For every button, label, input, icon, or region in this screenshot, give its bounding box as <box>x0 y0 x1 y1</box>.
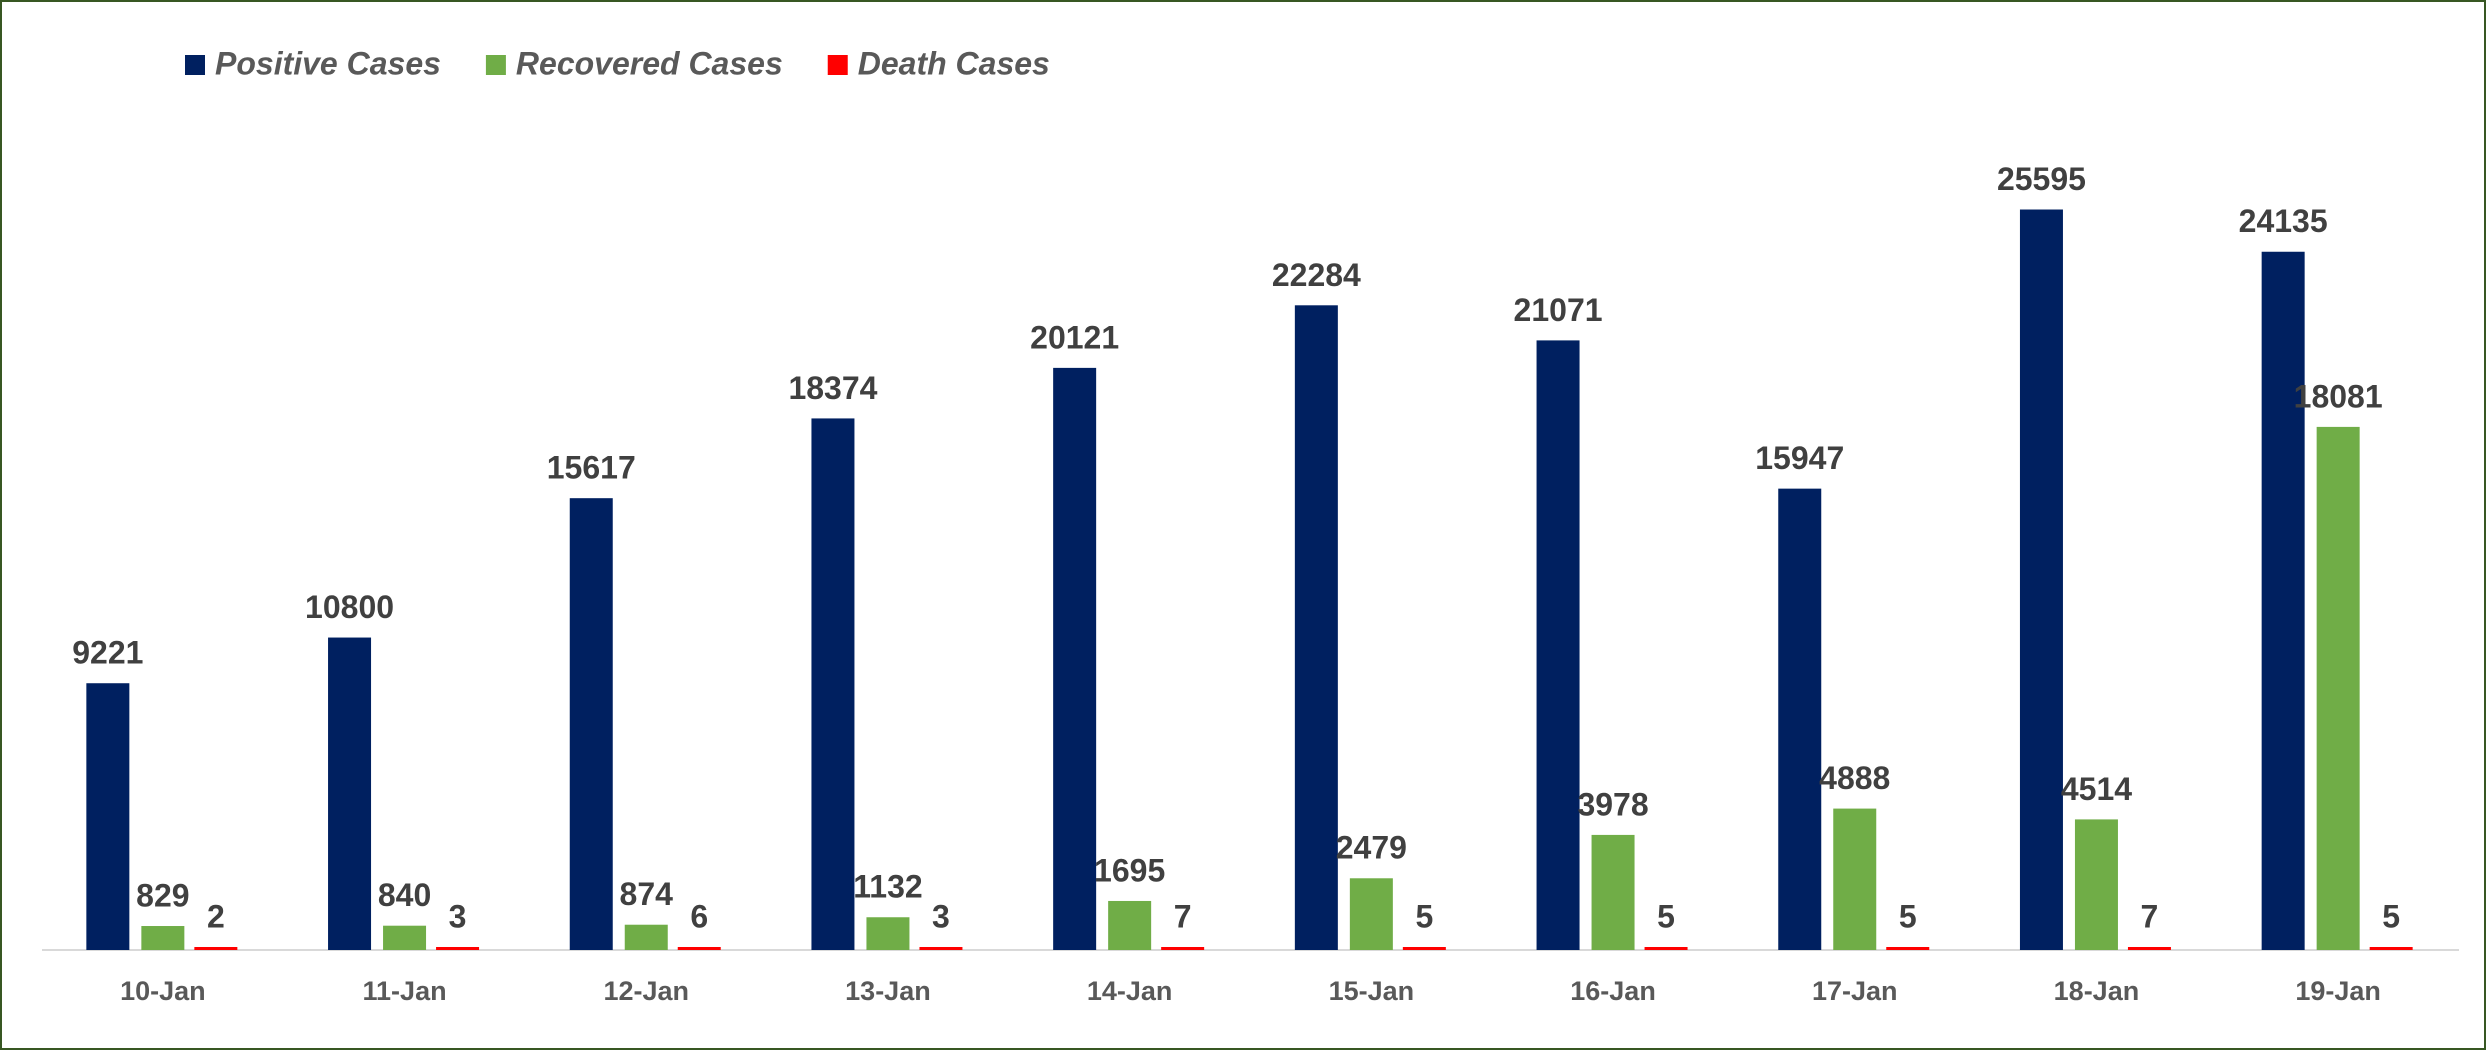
data-label: 7 <box>1174 898 1192 934</box>
bar <box>1536 340 1580 950</box>
data-label: 15947 <box>1755 440 1844 476</box>
legend-label: Positive Cases <box>215 45 441 81</box>
bar <box>1591 834 1635 950</box>
bar <box>436 947 480 950</box>
bar <box>677 947 721 950</box>
data-label: 18374 <box>788 370 877 406</box>
data-label: 4514 <box>2061 771 2132 807</box>
data-label: 6 <box>690 898 708 934</box>
legend-swatch <box>185 55 205 75</box>
data-label: 1132 <box>853 869 922 905</box>
bar <box>2369 947 2413 950</box>
data-label: 18081 <box>2294 378 2383 414</box>
data-label: 1695 <box>1094 852 1165 888</box>
bar <box>624 924 668 950</box>
data-label: 3 <box>449 898 467 934</box>
data-label: 21071 <box>1514 292 1603 328</box>
data-label: 829 <box>136 877 189 913</box>
data-label: 840 <box>378 877 431 913</box>
legend-label: Recovered Cases <box>516 45 783 81</box>
x-tick-label: 18-Jan <box>2054 976 2140 1006</box>
bar <box>86 683 130 950</box>
data-label: 3 <box>932 898 950 934</box>
data-label: 25595 <box>1997 161 2086 197</box>
bar <box>1833 808 1877 950</box>
bar <box>194 947 238 950</box>
data-label: 5 <box>2382 898 2400 934</box>
bar <box>1402 947 1446 950</box>
data-label: 2 <box>207 898 225 934</box>
legend-swatch <box>827 55 848 75</box>
bar <box>919 947 963 950</box>
bar <box>1349 878 1393 950</box>
data-label: 22284 <box>1272 257 1361 293</box>
data-label: 874 <box>620 876 674 912</box>
bar <box>2074 819 2118 950</box>
data-label: 2479 <box>1336 830 1407 866</box>
legend-label: Death Cases <box>858 45 1050 81</box>
bar <box>1644 947 1688 950</box>
bar <box>1294 305 1338 950</box>
data-label: 9221 <box>72 635 143 671</box>
data-label: 24135 <box>2239 203 2328 239</box>
bar <box>2019 209 2063 950</box>
bar <box>141 926 185 950</box>
bar <box>1778 488 1822 950</box>
data-label: 5 <box>1415 898 1433 934</box>
data-label: 7 <box>2141 898 2159 934</box>
bar <box>1108 900 1152 950</box>
data-label: 20121 <box>1030 319 1119 355</box>
x-tick-label: 16-Jan <box>1570 976 1656 1006</box>
x-tick-label: 12-Jan <box>603 976 689 1006</box>
x-tick-label: 14-Jan <box>1087 976 1173 1006</box>
data-label: 15617 <box>547 450 636 486</box>
x-tick-label: 11-Jan <box>363 976 447 1006</box>
bar <box>866 917 910 950</box>
data-label: 10800 <box>305 589 394 625</box>
x-tick-label: 17-Jan <box>1812 976 1898 1006</box>
bar <box>2316 426 2360 951</box>
bar <box>1161 947 1205 950</box>
bar <box>328 637 372 950</box>
data-label: 4888 <box>1819 760 1890 796</box>
bar <box>1886 947 1930 950</box>
bar <box>1053 367 1097 950</box>
bar <box>569 498 613 950</box>
legend-swatch <box>485 55 506 75</box>
x-tick-label: 15-Jan <box>1329 976 1415 1006</box>
bar <box>383 925 427 950</box>
data-label: 5 <box>1657 898 1675 934</box>
bar <box>811 418 855 951</box>
x-tick-label: 10-Jan <box>120 976 206 1006</box>
x-tick-label: 19-Jan <box>2295 976 2381 1006</box>
bar <box>2127 947 2171 950</box>
x-tick-label: 13-Jan <box>845 976 931 1006</box>
bar <box>2261 251 2305 950</box>
data-label: 5 <box>1899 898 1917 934</box>
data-label: 3978 <box>1577 786 1648 822</box>
